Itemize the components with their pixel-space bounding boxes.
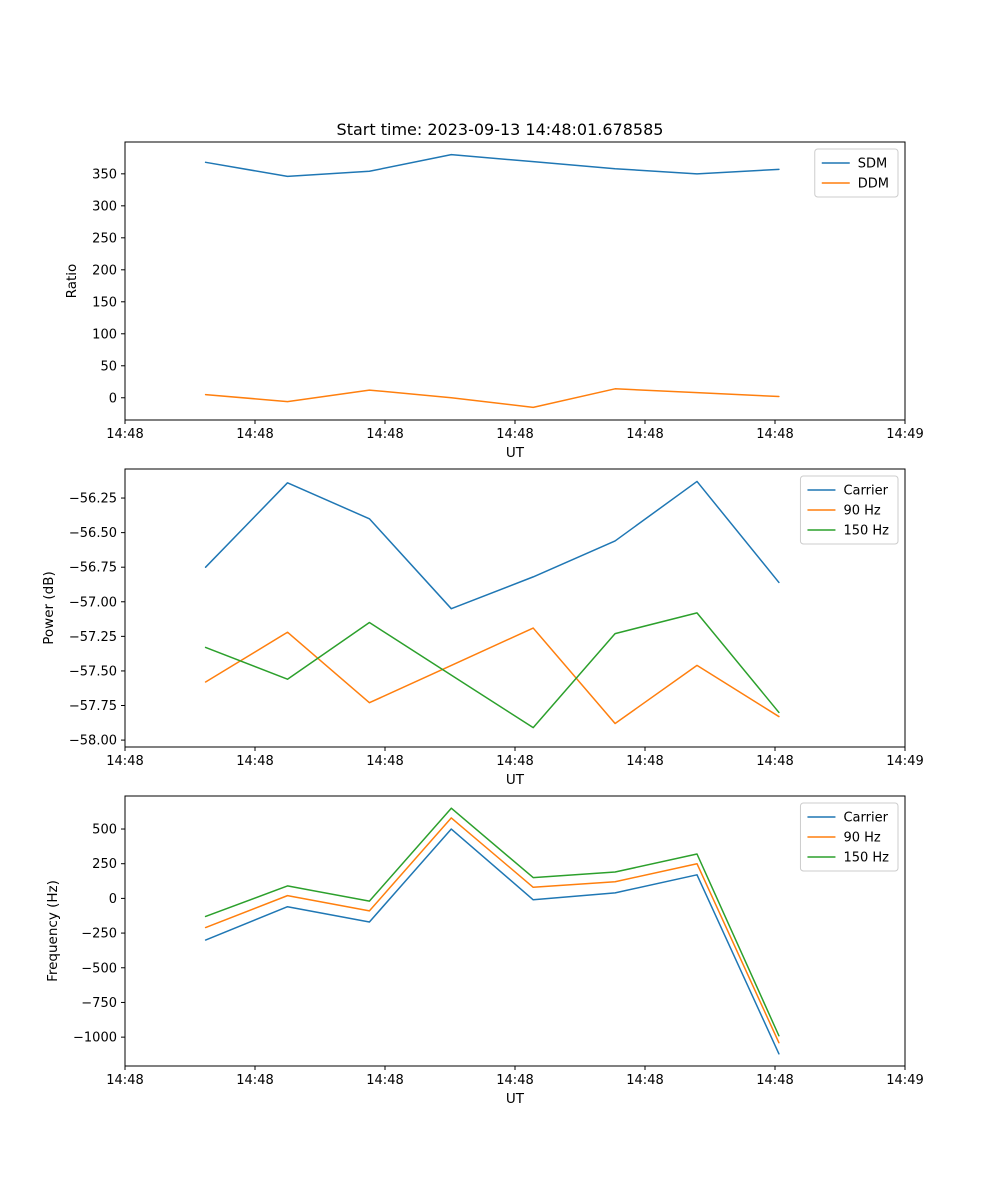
y-axis: −58.00 −57.75 −57.50 −57.25 −57.00 −56.75 −56.…	[69, 492, 125, 749]
x-tick-label: 14:49	[886, 754, 923, 769]
legend: SDM DDM	[814, 148, 899, 198]
y-tick-label: 0	[109, 391, 117, 406]
x-tick-label: 14:48	[366, 754, 403, 769]
subplot-1: 14:48 14:48 14:48 14:48 14:48 14:48 14:49 0 50 10…	[64, 141, 924, 461]
x-tick-label: 14:48	[366, 1073, 403, 1088]
x-axis: 14:48 14:48 14:48 14:48 14:48 14:48 14:49	[106, 747, 924, 769]
plot-area	[125, 796, 905, 1066]
y-tick-label: −57.00	[69, 595, 117, 610]
y-axis-label: Power (dB)	[41, 571, 57, 644]
x-axis-label: UT	[506, 772, 525, 788]
y-tick-label: −56.25	[69, 492, 117, 507]
x-tick-label: 14:48	[366, 427, 403, 442]
x-tick-label: 14:48	[756, 754, 793, 769]
series-line-carrier	[204, 480, 780, 610]
x-tick-label: 14:48	[106, 427, 143, 442]
plot-area	[125, 469, 905, 747]
x-tick-label: 14:48	[236, 427, 273, 442]
x-axis-label: UT	[506, 1091, 525, 1107]
legend-label: 90 Hz	[843, 504, 880, 519]
series-line-150-hz	[204, 807, 780, 1037]
legend-label: DDM	[858, 177, 889, 192]
y-tick-label: 250	[92, 857, 117, 872]
plot-area	[125, 142, 905, 420]
y-tick-label: 350	[92, 167, 117, 182]
legend-label: 150 Hz	[843, 851, 889, 866]
x-tick-label: 14:48	[626, 1073, 663, 1088]
y-tick-label: −57.50	[69, 664, 117, 679]
y-tick-label: 200	[92, 263, 117, 278]
x-axis-label: UT	[506, 445, 525, 461]
x-tick-label: 14:48	[236, 1073, 273, 1088]
x-tick-label: 14:48	[496, 427, 533, 442]
legend: Carrier 90 Hz 150 Hz	[799, 475, 899, 545]
y-tick-label: −58.00	[69, 734, 117, 749]
y-tick-label: −500	[81, 961, 117, 976]
legend-label: 150 Hz	[843, 524, 889, 539]
x-tick-label: 14:48	[106, 754, 143, 769]
y-tick-label: −57.75	[69, 699, 117, 714]
y-axis-label: Ratio	[64, 264, 80, 299]
y-tick-label: 100	[92, 327, 117, 342]
x-tick-label: 14:48	[106, 1073, 143, 1088]
x-tick-label: 14:49	[886, 427, 923, 442]
legend-box	[799, 475, 899, 545]
legend-label: Carrier	[843, 811, 888, 826]
legend-box	[814, 148, 899, 198]
legend-label: SDM	[858, 157, 887, 172]
y-tick-label: −750	[81, 996, 117, 1011]
x-tick-label: 14:48	[496, 754, 533, 769]
y-tick-label: 250	[92, 231, 117, 246]
y-tick-label: −56.50	[69, 526, 117, 541]
y-tick-label: 150	[92, 295, 117, 310]
y-axis: −1000 −750 −500 −250 0 250 500	[73, 823, 125, 1046]
series-line-90-hz	[204, 627, 780, 725]
series-line-sdm	[204, 153, 780, 178]
x-axis: 14:48 14:48 14:48 14:48 14:48 14:48 14:49	[106, 1066, 924, 1088]
x-tick-label: 14:48	[756, 427, 793, 442]
y-tick-label: −57.25	[69, 630, 117, 645]
y-tick-label: −250	[81, 927, 117, 942]
figure-title: Start time: 2023-09-13 14:48:01.678585	[336, 120, 664, 139]
x-tick-label: 14:49	[886, 1073, 923, 1088]
x-tick-label: 14:48	[236, 754, 273, 769]
series-line-90-hz	[204, 817, 780, 1044]
subplot-3: 14:48 14:48 14:48 14:48 14:48 14:48 14:49 −1000…	[45, 795, 924, 1107]
x-tick-label: 14:48	[756, 1073, 793, 1088]
subplot-2: 14:48 14:48 14:48 14:48 14:48 14:48 14:49 −58.0…	[41, 468, 924, 788]
y-tick-label: −1000	[73, 1031, 117, 1046]
series-line-carrier	[204, 828, 780, 1055]
y-tick-label: −56.75	[69, 561, 117, 576]
legend: Carrier 90 Hz 150 Hz	[799, 802, 899, 872]
y-tick-label: 500	[92, 823, 117, 838]
y-tick-label: 50	[100, 359, 117, 374]
y-tick-label: 0	[109, 892, 117, 907]
legend-label: Carrier	[843, 484, 888, 499]
x-tick-label: 14:48	[626, 427, 663, 442]
y-tick-label: 300	[92, 199, 117, 214]
legend-box	[799, 802, 899, 872]
y-axis: 0 50 100 150 200 250 300 350	[92, 167, 125, 406]
x-tick-label: 14:48	[496, 1073, 533, 1088]
legend-label: 90 Hz	[843, 831, 880, 846]
x-tick-label: 14:48	[626, 754, 663, 769]
y-axis-label: Frequency (Hz)	[45, 880, 61, 982]
series-line-ddm	[204, 388, 780, 409]
x-axis: 14:48 14:48 14:48 14:48 14:48 14:48 14:49	[106, 420, 924, 442]
series-line-150-hz	[204, 612, 780, 729]
